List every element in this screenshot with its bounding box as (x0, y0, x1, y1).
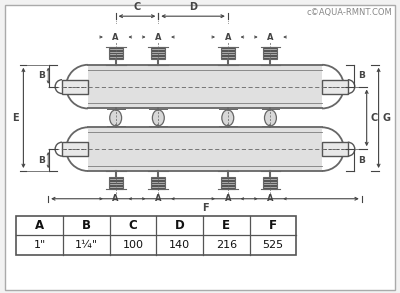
Bar (151, 177, 165, 189)
Text: F: F (202, 203, 208, 213)
Text: A: A (112, 33, 119, 42)
Bar (264, 47, 277, 59)
Text: C: C (371, 113, 378, 123)
Text: 1¼": 1¼" (75, 240, 98, 251)
Bar (109, 47, 123, 59)
Text: E: E (222, 219, 230, 232)
Bar (62, 80, 88, 93)
Text: D: D (175, 219, 184, 232)
Bar (151, 47, 165, 59)
Ellipse shape (222, 110, 234, 126)
Text: B: B (358, 71, 365, 80)
Text: A: A (155, 194, 162, 203)
Bar (109, 177, 123, 189)
Text: E: E (12, 113, 18, 123)
Text: A: A (224, 33, 231, 42)
Bar (322, 80, 348, 93)
Ellipse shape (264, 110, 276, 126)
Text: B: B (358, 156, 365, 165)
Bar (264, 177, 277, 189)
Text: c©AQUA-RMNT.COM: c©AQUA-RMNT.COM (307, 8, 392, 17)
Ellipse shape (152, 110, 164, 126)
Bar (221, 177, 235, 189)
Text: B: B (82, 219, 91, 232)
Text: A: A (224, 194, 231, 203)
Bar (16, 216, 296, 255)
Text: B: B (38, 71, 45, 80)
Ellipse shape (110, 110, 122, 126)
Bar (88, 127, 322, 171)
Text: A: A (155, 33, 162, 42)
Text: C: C (133, 2, 141, 12)
Text: C: C (129, 219, 138, 232)
Text: 1": 1" (34, 240, 46, 251)
Text: A: A (35, 219, 44, 232)
Bar (221, 47, 235, 59)
Text: 100: 100 (122, 240, 144, 251)
Bar (322, 142, 348, 156)
Text: 140: 140 (169, 240, 190, 251)
Text: D: D (189, 2, 197, 12)
Text: 216: 216 (216, 240, 237, 251)
Text: A: A (267, 33, 274, 42)
Text: A: A (267, 194, 274, 203)
Text: 525: 525 (262, 240, 284, 251)
Bar (88, 65, 322, 108)
Text: B: B (38, 156, 45, 165)
Text: G: G (382, 113, 390, 123)
Text: F: F (269, 219, 277, 232)
Text: A: A (112, 194, 119, 203)
Bar (62, 142, 88, 156)
